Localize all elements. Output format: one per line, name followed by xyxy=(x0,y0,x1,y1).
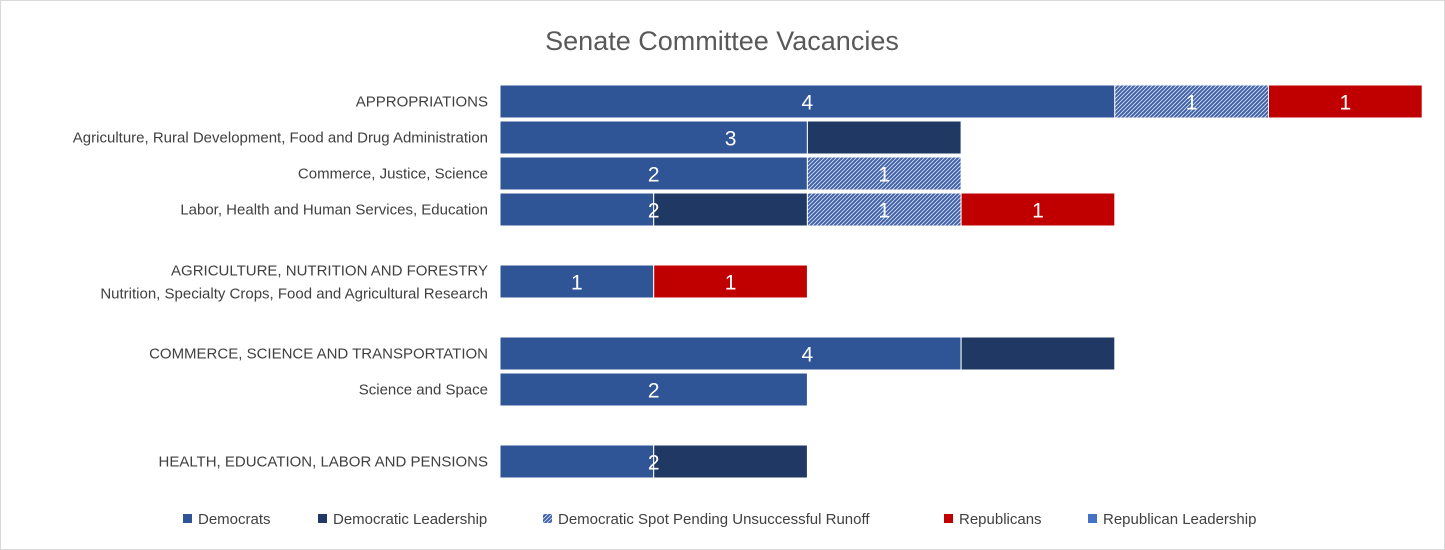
category-label: Commerce, Justice, Science xyxy=(298,166,488,183)
bar-democrats xyxy=(499,264,655,299)
data-label: 1 xyxy=(1032,200,1044,223)
bar-democrats xyxy=(499,84,1116,119)
category-label: Agriculture, Rural Development, Food and… xyxy=(73,130,488,147)
bar-republicans xyxy=(653,264,808,299)
data-label: 2 xyxy=(648,164,660,187)
category-label: Labor, Health and Human Services, Educat… xyxy=(180,202,488,219)
data-label: 1 xyxy=(878,164,890,187)
bar-democratic-spot-pending-unsuccessful-runoff xyxy=(806,156,962,191)
chart-title: Senate Committee Vacancies xyxy=(545,26,899,56)
category-label: Science and Space xyxy=(359,382,488,399)
bar-republicans xyxy=(1268,84,1423,119)
bar-democratic-leadership xyxy=(653,444,808,479)
bar-republicans xyxy=(960,192,1116,227)
legend-swatch-democrats xyxy=(183,514,192,523)
legend-label-republicans: Republicans xyxy=(959,511,1042,528)
data-label: 4 xyxy=(802,92,814,115)
data-label: 4 xyxy=(802,344,814,367)
legend-swatch-democratic-spot-pending-unsuccessful-runoff xyxy=(543,514,552,523)
legend-swatch-republican-leadership xyxy=(1088,514,1097,523)
bar-democratic-spot-pending-unsuccessful-runoff xyxy=(806,192,962,227)
bar-democratic-leadership xyxy=(960,336,1116,371)
category-label: Nutrition, Specialty Crops, Food and Agr… xyxy=(100,286,488,303)
data-label: 1 xyxy=(1340,92,1352,115)
legend-swatch-republicans xyxy=(944,514,953,523)
data-label: 1 xyxy=(725,272,737,295)
legend-swatch-democratic-leadership xyxy=(318,514,327,523)
category-label: HEALTH, EDUCATION, LABOR AND PENSIONS xyxy=(158,454,488,471)
data-label: 2 xyxy=(648,452,660,475)
bar-democrats xyxy=(499,336,962,371)
legend-label-democratic-leadership: Democratic Leadership xyxy=(333,511,487,528)
bar-democrats xyxy=(499,372,808,407)
legend-label-democratic-spot-pending-unsuccessful-runoff: Democratic Spot Pending Unsuccessful Run… xyxy=(558,511,870,528)
bar-democratic-spot-pending-unsuccessful-runoff xyxy=(1114,84,1270,119)
bar-democrats xyxy=(499,120,808,155)
category-label: APPROPRIATIONS xyxy=(356,94,488,111)
data-label: 1 xyxy=(571,272,583,295)
data-label: 3 xyxy=(725,128,737,151)
data-label: 1 xyxy=(878,200,890,223)
bar-democratic-leadership xyxy=(653,192,808,227)
legend-label-republican-leadership: Republican Leadership xyxy=(1103,511,1256,528)
bar-democrats xyxy=(499,192,655,227)
category-label: COMMERCE, SCIENCE AND TRANSPORTATION xyxy=(149,346,488,363)
data-label: 2 xyxy=(648,380,660,403)
bar-democrats xyxy=(499,444,655,479)
bar-democratic-leadership xyxy=(806,120,962,155)
data-label: 2 xyxy=(648,200,660,223)
data-label: 1 xyxy=(1186,92,1198,115)
category-label: AGRICULTURE, NUTRITION AND FORESTRY xyxy=(171,263,488,280)
legend-label-democrats: Democrats xyxy=(198,511,271,528)
